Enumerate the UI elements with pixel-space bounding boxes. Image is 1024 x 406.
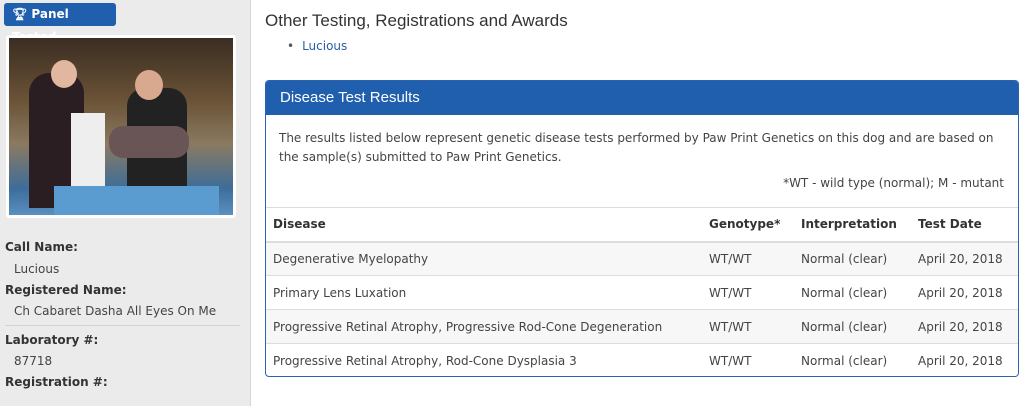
genotype-cell: WT/WT [709,343,801,376]
test-date-cell: April 20, 2018 [918,309,1018,344]
laboratory-label: Laboratory #: [5,333,99,347]
disease-test-results-panel: Disease Test Results The results listed … [265,80,1019,377]
genotype-cell: WT/WT [709,309,801,344]
section-heading: Other Testing, Registrations and Awards [265,11,568,30]
call-name-value: Lucious [14,262,60,276]
award-link[interactable]: Lucious [302,39,348,53]
interpretation-cell: Normal (clear) [801,241,918,276]
disease-cell: Progressive Retinal Atrophy, Progressive… [266,309,709,344]
test-date-cell: April 20, 2018 [918,275,1018,310]
laboratory-value: 87718 [14,354,53,368]
disease-cell: Degenerative Myelopathy [266,241,709,276]
panel-title: Disease Test Results [266,81,1018,115]
table-row: Primary Lens Luxation WT/WT Normal (clear)… [266,275,1018,310]
genotype-key: *WT - wild type (normal); M - mutant [783,176,1004,190]
call-name-label: Call Name: [5,240,78,254]
col-genotype: Genotype* [709,207,801,243]
sidebar: 🏆︎ Panel Tested Call Name: Lucious Regis… [0,0,251,406]
divider [5,325,240,326]
registered-name-label: Registered Name: [5,283,127,297]
genotype-cell: WT/WT [709,241,801,276]
interpretation-cell: Normal (clear) [801,275,918,310]
awards-list: • Lucious [287,39,348,53]
interpretation-cell: Normal (clear) [801,343,918,376]
panel-tested-badge: 🏆︎ Panel Tested [4,3,116,44]
panel-description: The results listed below represent genet… [279,131,994,164]
trophy-icon: 🏆︎ [12,7,28,21]
col-interpretation: Interpretation [801,207,918,243]
col-disease: Disease [266,207,709,243]
results-table: Disease Genotype* Interpretation Test Da… [266,207,1018,376]
interpretation-cell: Normal (clear) [801,309,918,344]
dog-photo [6,35,236,218]
disease-cell: Primary Lens Luxation [266,275,709,310]
table-row: Degenerative Myelopathy WT/WT Normal (clea… [266,241,1018,276]
disease-cell: Progressive Retinal Atrophy, Rod-Cone Dy… [266,343,709,376]
table-row: Progressive Retinal Atrophy, Rod-Cone Dy… [266,343,1018,376]
table-row: Progressive Retinal Atrophy, Progressive… [266,309,1018,344]
genotype-cell: WT/WT [709,275,801,310]
registration-label: Registration #: [5,375,108,389]
test-date-cell: April 20, 2018 [918,241,1018,276]
col-test-date: Test Date [918,207,1018,243]
registered-name-value: Ch Cabaret Dasha All Eyes On Me [14,304,217,318]
test-date-cell: April 20, 2018 [918,343,1018,376]
